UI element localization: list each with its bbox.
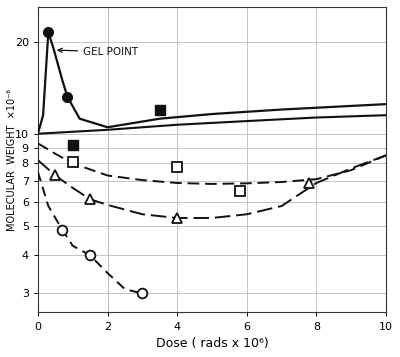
Y-axis label: MOLECULAR  WEIGHT  ×10⁻⁶: MOLECULAR WEIGHT ×10⁻⁶: [7, 89, 17, 231]
X-axis label: Dose ( rads x 10⁶): Dose ( rads x 10⁶): [156, 337, 268, 350]
Text: GEL POINT: GEL POINT: [58, 47, 138, 57]
